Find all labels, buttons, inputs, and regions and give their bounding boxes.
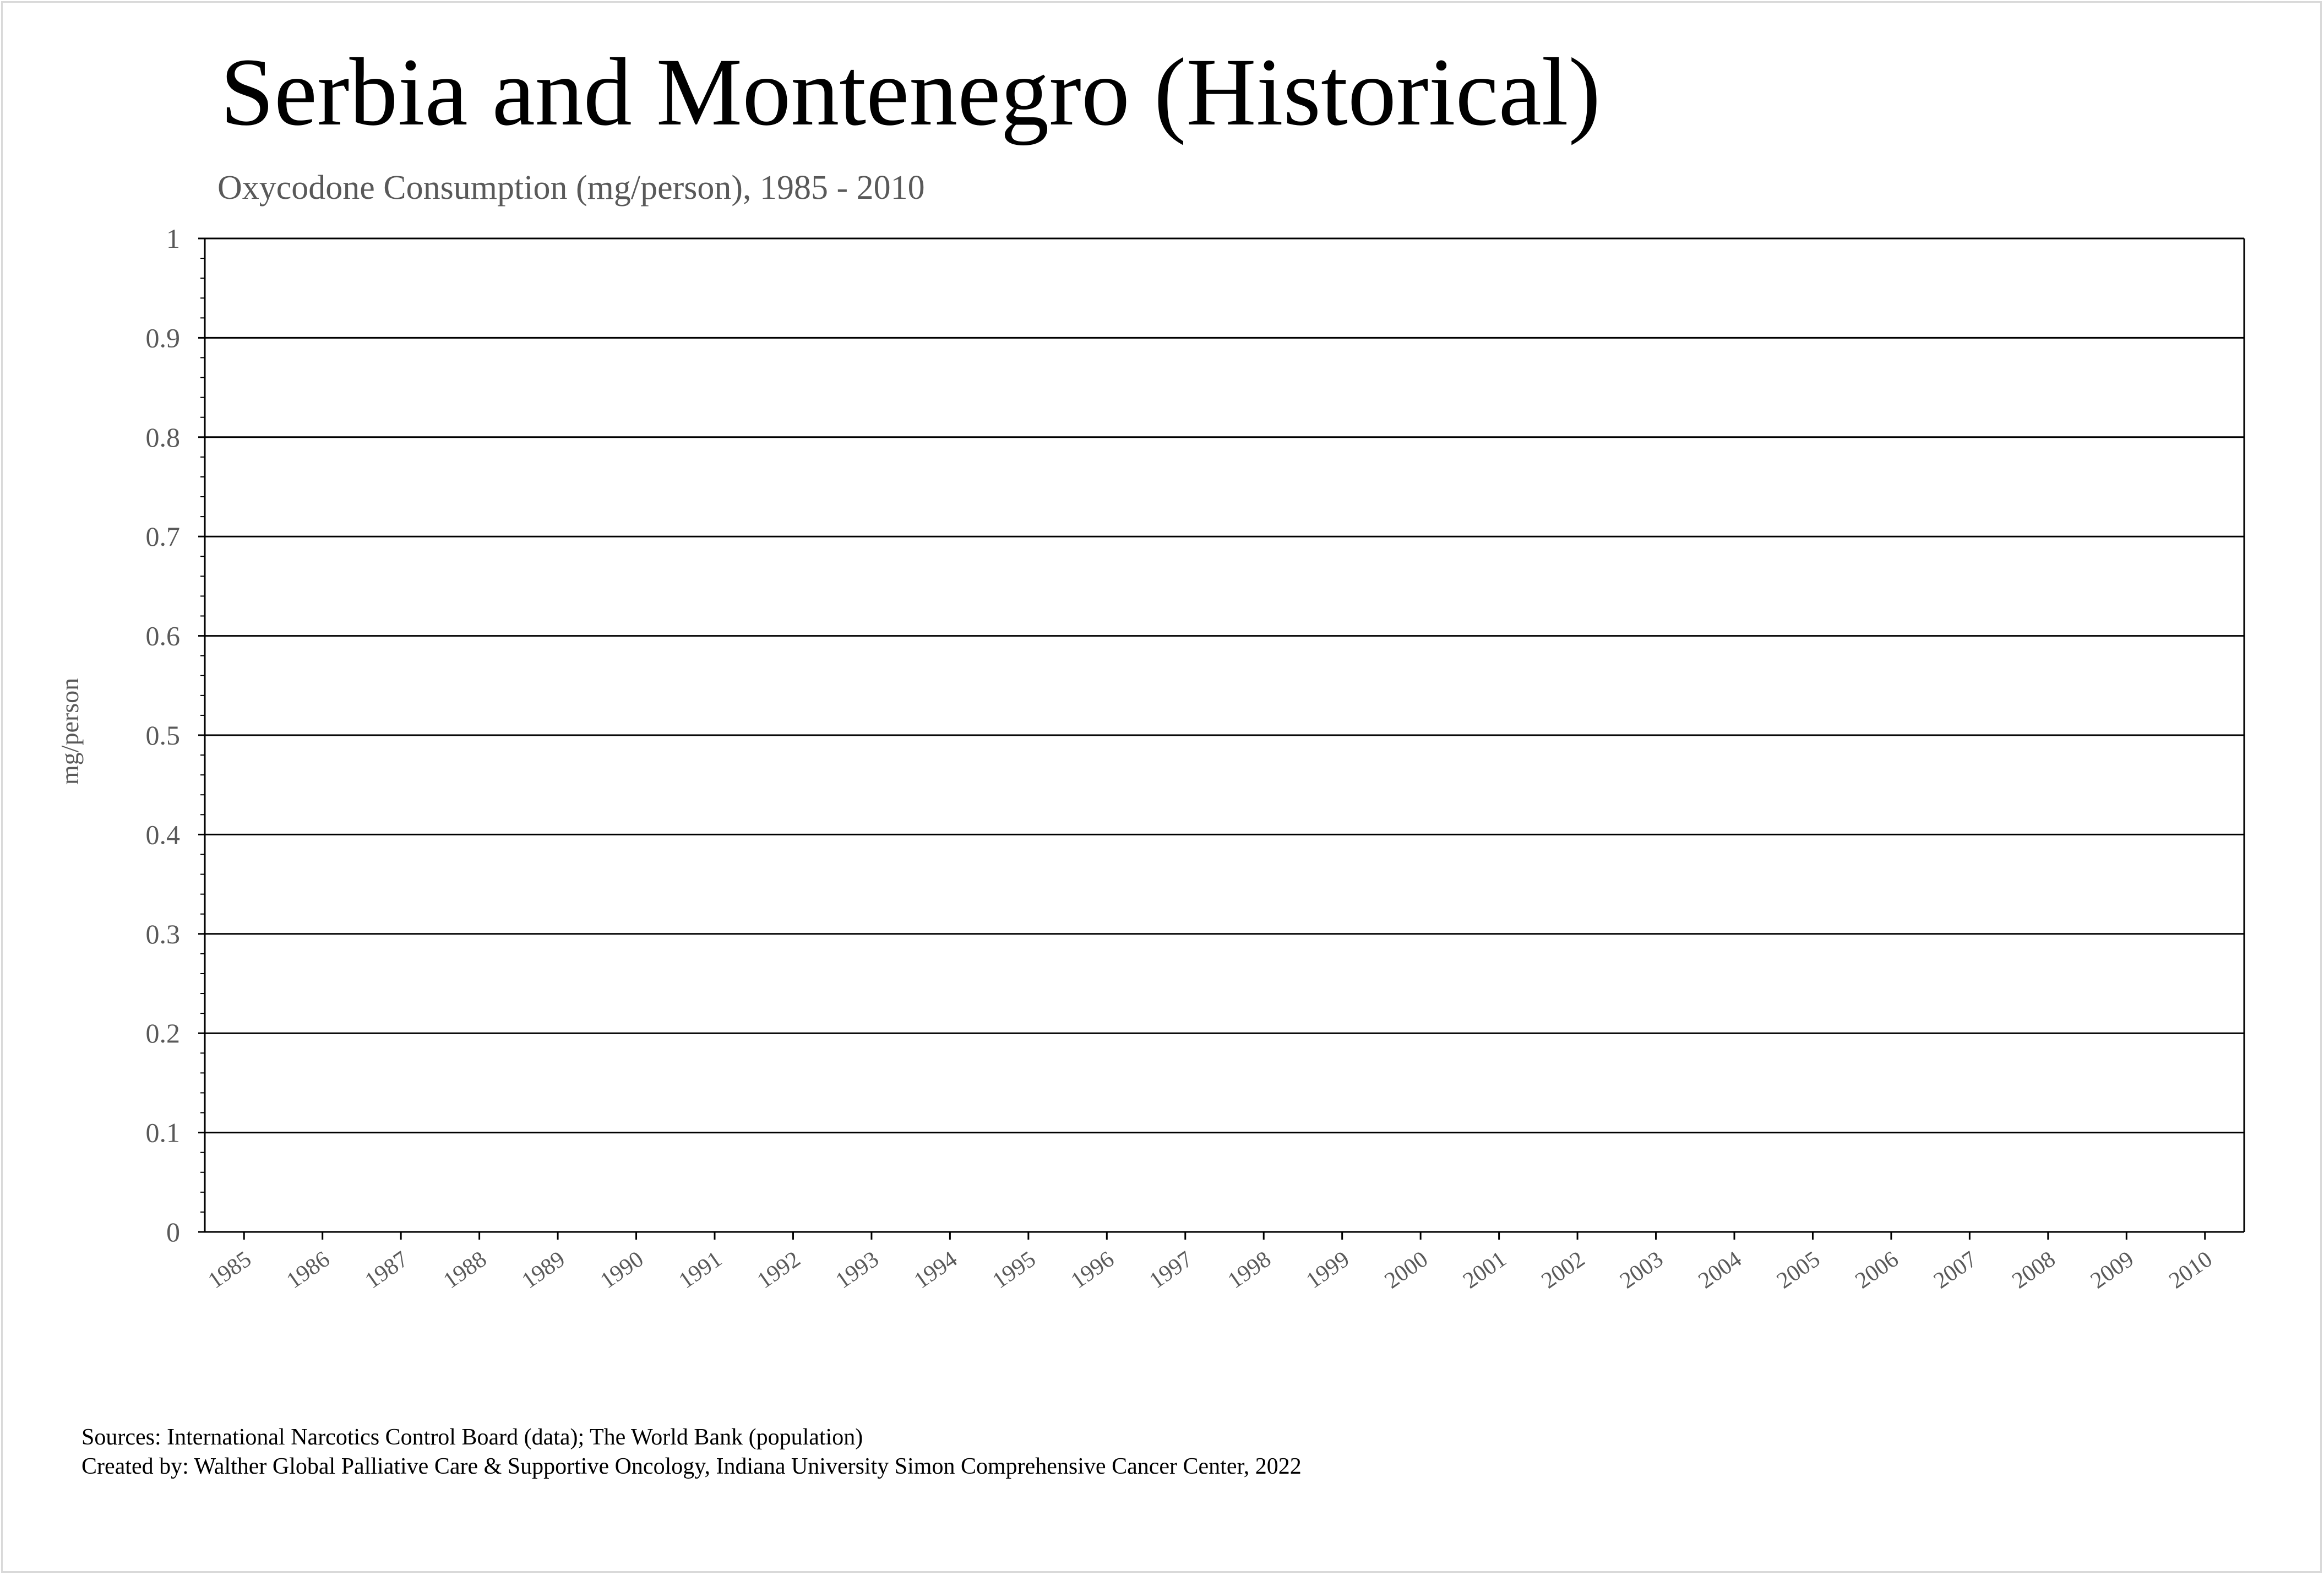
y-tick-labels: 0 0.1 0.2 0.3 0.4 0.5 0.6 0.7 0.8 0.9 1 [146, 223, 181, 1247]
x-tick-label: 2009 [2086, 1247, 2138, 1294]
x-tick-label: 1987 [361, 1247, 413, 1294]
x-tick-label: 2001 [1458, 1247, 1511, 1294]
x-tick-label: 1993 [831, 1247, 883, 1294]
y-tick-label: 0.4 [146, 819, 181, 850]
y-axis-title: mg/person [56, 678, 84, 785]
y-tick-label: 0.8 [146, 422, 181, 453]
y-tick-label: 0.6 [146, 621, 181, 651]
x-tick-labels: 1985 1986 1987 1988 1989 1990 1991 1992 1993 1994… [204, 1247, 2217, 1294]
x-tick-label: 2002 [1537, 1247, 1590, 1294]
y-tick-label: 0.1 [146, 1117, 181, 1148]
x-tick-label: 1992 [753, 1247, 805, 1294]
chart-title: Serbia and Montenegro (Historical) [220, 39, 1601, 146]
y-minor-ticks [200, 258, 205, 1213]
x-tick-label: 1990 [596, 1247, 648, 1294]
x-tick-label: 2005 [1772, 1247, 1825, 1294]
y-tick-label: 0.5 [146, 720, 181, 751]
x-tick-label: 2003 [1615, 1247, 1668, 1294]
x-tick-label: 2008 [2007, 1247, 2060, 1294]
y-tick-label: 0 [166, 1216, 180, 1247]
y-tick-label: 1 [166, 223, 180, 254]
x-tick-label: 1998 [1223, 1247, 1276, 1294]
sources-line: Sources: International Narcotics Control… [81, 1425, 863, 1450]
gridlines [198, 237, 2245, 1233]
x-tick-label: 1996 [1066, 1247, 1119, 1294]
x-ticks [243, 1232, 2206, 1240]
created-by-line: Created by: Walther Global Palliative Ca… [81, 1453, 1302, 1479]
chart-subtitle: Oxycodone Consumption (mg/person), 1985 … [217, 169, 925, 207]
y-tick-label: 0.2 [146, 1018, 181, 1049]
x-tick-label: 2000 [1380, 1247, 1433, 1294]
x-tick-label: 1989 [518, 1247, 570, 1294]
y-tick-label: 0.9 [146, 322, 181, 353]
x-tick-label: 1985 [204, 1247, 256, 1294]
x-tick-label: 2004 [1694, 1247, 1746, 1294]
x-tick-label: 1991 [674, 1247, 727, 1294]
x-tick-label: 1995 [988, 1247, 1040, 1294]
y-tick-label: 0.7 [146, 521, 181, 552]
footer-sources: Sources: International Narcotics Control… [81, 1423, 1302, 1481]
x-tick-label: 1999 [1302, 1247, 1354, 1294]
x-tick-label: 1986 [282, 1247, 334, 1294]
x-tick-label: 2007 [1929, 1247, 1982, 1294]
x-tick-label: 1994 [910, 1247, 962, 1294]
x-tick-label: 2010 [2164, 1247, 2217, 1294]
x-tick-label: 1988 [439, 1247, 491, 1294]
x-tick-label: 1997 [1145, 1247, 1197, 1294]
y-tick-label: 0.3 [146, 919, 181, 949]
x-tick-label: 2006 [1851, 1247, 1903, 1294]
